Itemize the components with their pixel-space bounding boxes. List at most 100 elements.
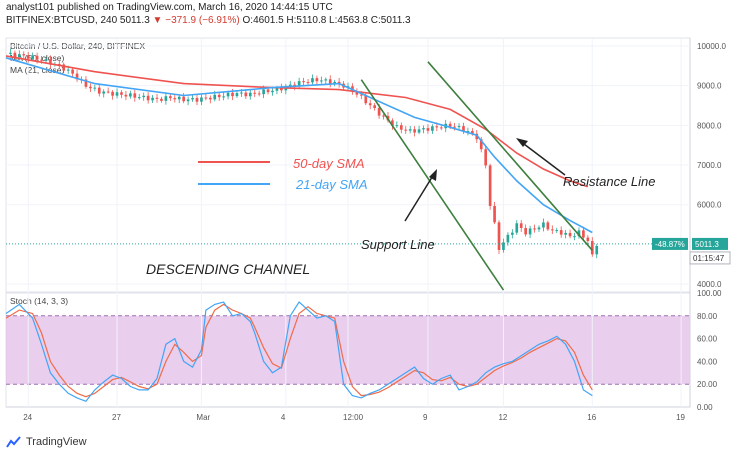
candle-body bbox=[306, 82, 310, 84]
tradingview-brand: TradingView bbox=[26, 436, 87, 448]
candle-body bbox=[297, 81, 301, 87]
candle-body bbox=[475, 133, 479, 140]
stoch-tick-label: 80.00 bbox=[697, 312, 718, 321]
candle-body bbox=[31, 55, 34, 59]
candle-body bbox=[288, 84, 292, 87]
candle-body bbox=[133, 93, 137, 98]
time-tick-label: 9 bbox=[423, 413, 428, 422]
candle-body bbox=[75, 73, 79, 80]
candle-body bbox=[577, 230, 581, 237]
candle-body bbox=[431, 126, 434, 131]
candle-body bbox=[22, 54, 26, 56]
support-arrow bbox=[404, 173, 435, 222]
change-badge: -48.87% bbox=[655, 240, 685, 249]
candle-body bbox=[466, 130, 470, 132]
candle-body bbox=[13, 52, 17, 58]
price-axis-ticks: 10000.0 9000.0 8000.0 7000.0 6000.0 4000.0 bbox=[6, 42, 726, 289]
candle-body bbox=[555, 230, 559, 232]
candle-body bbox=[222, 96, 225, 98]
stoch-tick-label: 0.00 bbox=[697, 403, 713, 412]
descending-channel-label: DESCENDING CHANNEL bbox=[146, 261, 310, 277]
time-tick-label: 12 bbox=[498, 413, 507, 422]
candle-body bbox=[151, 97, 154, 101]
candle-body bbox=[204, 97, 208, 99]
candle-body bbox=[62, 64, 66, 71]
candle-body bbox=[217, 94, 221, 98]
candle-body bbox=[484, 149, 488, 166]
candle-body bbox=[26, 55, 30, 59]
candle-body bbox=[493, 205, 496, 223]
candle-body bbox=[142, 95, 146, 98]
candle-body bbox=[280, 87, 283, 91]
candle-body bbox=[537, 227, 541, 230]
candle-body bbox=[377, 107, 381, 116]
moving-averages bbox=[5, 55, 593, 234]
tradingview-footer[interactable]: TradingView bbox=[6, 436, 87, 448]
candle-body bbox=[359, 94, 363, 96]
stoch-title: Stoch (14, 3, 3) bbox=[10, 296, 68, 306]
symbol-label: BITFINEX:BTCUSD, 240 bbox=[6, 15, 118, 26]
candle-body bbox=[502, 242, 505, 250]
price-tick-label: 6000.0 bbox=[697, 201, 722, 210]
candle-body bbox=[448, 123, 452, 127]
ohlc-values: O:4601.5 H:5110.8 L:4563.8 C:5011.3 bbox=[242, 15, 411, 26]
stoch-axis-ticks: 100.00 80.00 60.00 40.00 20.00 0.00 bbox=[697, 289, 722, 412]
resistance-arrowhead bbox=[516, 138, 528, 147]
candle-body bbox=[146, 95, 150, 101]
candle-body bbox=[395, 125, 399, 127]
candle-body bbox=[364, 95, 368, 104]
candle-body bbox=[186, 99, 190, 102]
price-badge: 5011.3 bbox=[695, 240, 719, 249]
price-tick-label: 9000.0 bbox=[697, 82, 722, 91]
candle-body bbox=[169, 96, 172, 99]
stoch-pane[interactable] bbox=[5, 292, 691, 408]
candle-body bbox=[84, 79, 88, 87]
candle-body bbox=[231, 92, 234, 97]
candle-body bbox=[479, 139, 483, 150]
candle-body bbox=[160, 98, 163, 101]
candle-body bbox=[497, 222, 501, 250]
candle-body bbox=[97, 87, 101, 94]
symbol-info: BITFINEX:BTCUSD, 240 5011.3 ▼ −371.9 (−6… bbox=[6, 15, 411, 26]
candle-body bbox=[120, 92, 123, 95]
candle-body bbox=[328, 79, 332, 84]
resistance-channel-line bbox=[427, 61, 593, 251]
sma50-line bbox=[5, 55, 589, 188]
price-tick-label: 8000.0 bbox=[697, 121, 722, 130]
channel-lines bbox=[6, 61, 690, 291]
candle-body bbox=[320, 80, 323, 82]
candle-body bbox=[550, 229, 554, 231]
candle-body bbox=[9, 52, 12, 54]
stoch-d-line bbox=[5, 303, 593, 398]
time-tick-label: Mar bbox=[196, 413, 210, 422]
candle-body bbox=[506, 234, 510, 243]
candle-body bbox=[164, 96, 168, 101]
price-badge-bg bbox=[692, 237, 728, 250]
candle-body bbox=[399, 125, 403, 130]
candle-body bbox=[71, 69, 74, 74]
candle-body bbox=[462, 126, 465, 132]
candle-body bbox=[177, 96, 181, 100]
resistance-line-label: Resistance Line bbox=[563, 174, 656, 189]
countdown-badge-bg bbox=[689, 251, 731, 265]
candle-body bbox=[226, 92, 230, 97]
stoch-tick-label: 20.00 bbox=[697, 380, 718, 389]
candle-body bbox=[213, 94, 217, 100]
candle-body bbox=[155, 97, 159, 99]
candle-body bbox=[582, 230, 585, 238]
time-tick-label: 16 bbox=[587, 413, 596, 422]
candle-body bbox=[426, 128, 430, 131]
candle-body bbox=[137, 97, 141, 99]
candle-body bbox=[248, 92, 252, 97]
price-tick-label: 4000.0 bbox=[697, 280, 722, 289]
candle-body bbox=[115, 92, 119, 96]
candle-body bbox=[368, 103, 372, 106]
candle-body bbox=[435, 126, 439, 128]
candle-body bbox=[182, 96, 185, 102]
support-line-label: Support Line bbox=[361, 237, 435, 252]
tradingview-logo-icon bbox=[6, 436, 21, 448]
candle-body bbox=[102, 91, 106, 94]
candle-body bbox=[355, 91, 359, 95]
time-tick-label: 24 bbox=[23, 413, 32, 422]
